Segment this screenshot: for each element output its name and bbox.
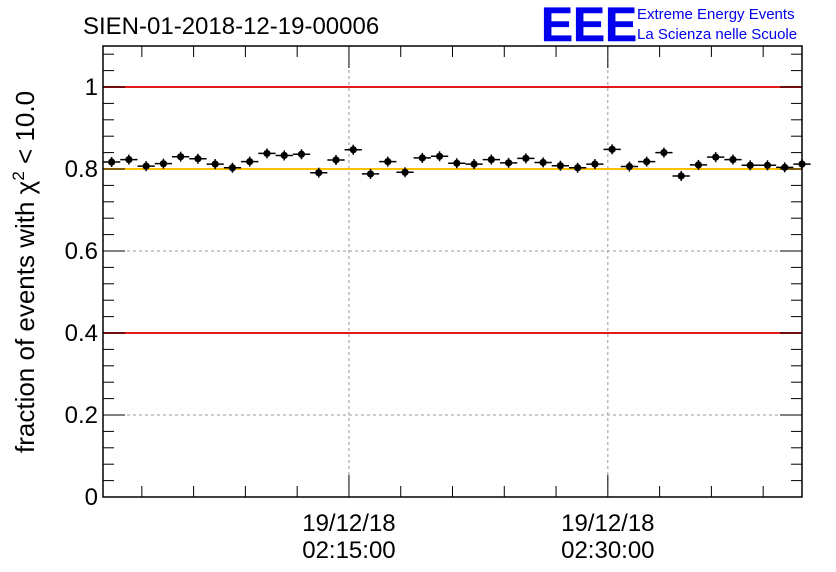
x-tick-label-date: 19/12/18 (561, 510, 654, 537)
data-point (763, 161, 772, 169)
logo-eee-letters: EEE (541, 0, 637, 52)
y-tick-labels: 0 0.2 0.4 0.6 0.8 1 (65, 74, 98, 511)
y-axis-label: fraction of events with χ2 < 10.0 (9, 91, 40, 453)
data-point (418, 154, 426, 162)
logo-line-1: Extreme Energy Events (637, 6, 795, 23)
data-point (694, 161, 703, 169)
data-point (712, 153, 720, 161)
data-point (228, 164, 237, 172)
data-points (103, 144, 811, 181)
data-point (435, 152, 444, 160)
data-point (729, 155, 737, 164)
data-point (746, 161, 754, 169)
eee-logo: EEE Extreme Energy Events La Scienza nel… (541, 0, 797, 52)
data-point (384, 158, 392, 166)
data-point (263, 149, 271, 158)
reference-lines (103, 86, 802, 334)
data-point (108, 158, 116, 166)
data-point (125, 155, 133, 164)
y-tick-label: 0.4 (65, 320, 98, 347)
logo-line-2: La Scienza nelle Scuole (637, 26, 797, 43)
data-point (332, 156, 340, 164)
y-tick-label: 0 (85, 484, 98, 511)
data-point (366, 170, 375, 178)
data-point (574, 164, 582, 172)
y-tick-label: 0.6 (65, 238, 98, 265)
y-axis-label-chi: χ (10, 180, 40, 194)
x-tick-label-time: 02:15:00 (302, 537, 395, 564)
plot-frame (102, 45, 803, 498)
data-point (177, 153, 185, 161)
y-axis-label-superscript: 2 (9, 171, 28, 180)
data-point (556, 162, 564, 170)
data-point (487, 155, 495, 164)
data-point (608, 145, 616, 153)
y-tick-label: 0.8 (65, 156, 98, 183)
data-point (591, 160, 599, 168)
data-point (280, 151, 288, 160)
data-point (211, 160, 219, 168)
data-point (142, 162, 150, 170)
data-point (315, 169, 323, 177)
y-axis-label-suffix: < 10.0 (10, 91, 40, 171)
y-tick-label: 0.2 (65, 402, 98, 429)
data-point (246, 158, 254, 166)
data-point (643, 158, 651, 166)
data-point (522, 154, 530, 162)
data-point (159, 160, 168, 168)
data-point (660, 149, 668, 157)
data-point (470, 160, 478, 168)
x-tick-label-time: 02:30:00 (561, 537, 654, 564)
data-point (625, 162, 634, 171)
y-tick-label: 1 (85, 74, 98, 101)
data-point (504, 159, 513, 167)
y-axis-label-prefix: fraction of events with (10, 194, 40, 453)
data-point (453, 159, 461, 167)
data-point (194, 155, 202, 163)
chart-title: SIEN-01-2018-12-19-00006 (83, 13, 379, 40)
data-point (677, 172, 685, 180)
data-point (297, 150, 306, 158)
data-point (539, 158, 547, 167)
x-tick-label-date: 19/12/18 (302, 510, 395, 537)
data-point (781, 163, 789, 171)
data-point (401, 168, 409, 176)
data-point (349, 146, 357, 154)
